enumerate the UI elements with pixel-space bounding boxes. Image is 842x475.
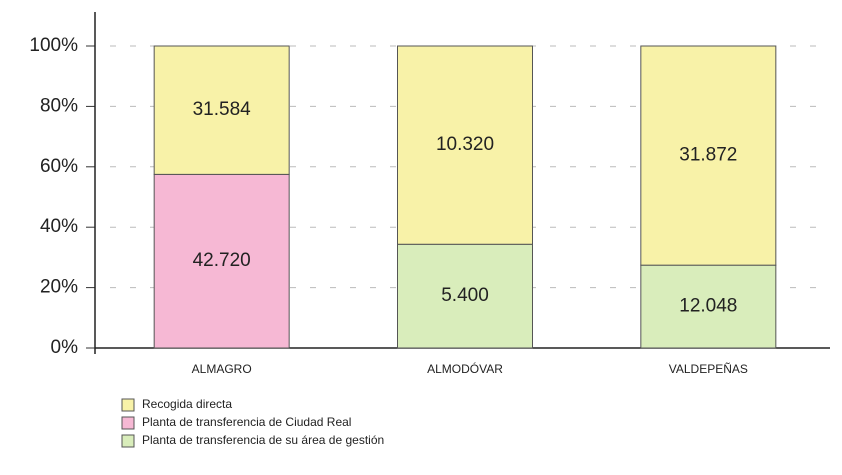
- data-label: 12.048: [679, 296, 737, 317]
- x-tick-label: VALDEPEÑAS: [669, 362, 748, 376]
- legend-swatch: [121, 416, 135, 430]
- bar-segment: [640, 264, 777, 349]
- legend-label: Planta de transferencia de su área de ge…: [142, 433, 384, 447]
- y-tick-label: 40%: [40, 216, 78, 237]
- x-tick-label: ALMODÓVAR: [427, 361, 503, 376]
- bar-segment: [153, 173, 290, 349]
- data-label: 31.872: [679, 145, 737, 166]
- x-tick-label: ALMAGRO: [192, 362, 252, 376]
- data-label: 5.400: [441, 285, 489, 306]
- legend-label: Recogida directa: [142, 397, 232, 411]
- data-label: 10.320: [436, 134, 494, 155]
- y-tick-label: 20%: [40, 277, 78, 298]
- legend-label: Planta de transferencia de Ciudad Real: [142, 415, 351, 429]
- y-tick-label: 60%: [40, 156, 78, 177]
- legend-swatch: [121, 398, 135, 412]
- y-tick-label: 100%: [29, 35, 78, 56]
- bar-segment: [640, 45, 777, 266]
- y-tick-label: 0%: [51, 337, 79, 358]
- legend-swatch: [121, 434, 135, 448]
- bar-segment: [397, 243, 533, 349]
- y-tick-label: 80%: [40, 95, 78, 116]
- data-label: 31.584: [193, 99, 252, 120]
- bar-segment: [397, 45, 533, 245]
- bar-segment: [153, 45, 290, 175]
- data-label: 42.720: [193, 250, 251, 271]
